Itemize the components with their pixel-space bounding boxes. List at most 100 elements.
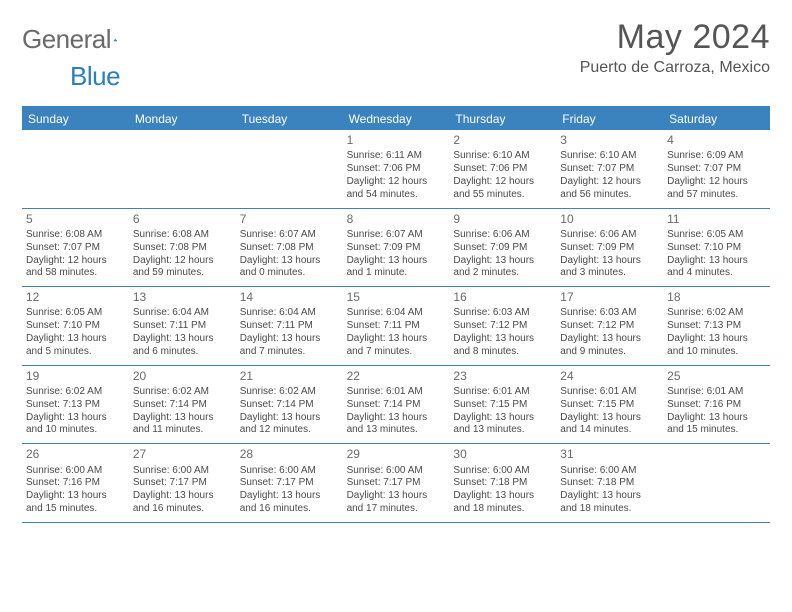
weekday-friday: Friday <box>556 108 663 130</box>
day-number: 25 <box>667 369 766 384</box>
daylight-line-1: Daylight: 13 hours <box>133 412 232 425</box>
daylight-line-1: Daylight: 12 hours <box>347 176 446 189</box>
daylight-line-1: Daylight: 13 hours <box>667 255 766 268</box>
day-number: 18 <box>667 290 766 305</box>
sunrise-line: Sunrise: 6:05 AM <box>26 307 125 320</box>
sunset-line: Sunset: 7:15 PM <box>560 399 659 412</box>
day-cell: 22Sunrise: 6:01 AMSunset: 7:14 PMDayligh… <box>343 366 450 444</box>
daylight-line-2: and 0 minutes. <box>240 267 339 280</box>
daylight-line-2: and 18 minutes. <box>453 503 552 516</box>
sunset-line: Sunset: 7:12 PM <box>560 320 659 333</box>
day-cell: 31Sunrise: 6:00 AMSunset: 7:18 PMDayligh… <box>556 444 663 522</box>
day-number: 13 <box>133 290 232 305</box>
sunrise-line: Sunrise: 6:07 AM <box>347 229 446 242</box>
day-cell: 20Sunrise: 6:02 AMSunset: 7:14 PMDayligh… <box>129 366 236 444</box>
daylight-line-1: Daylight: 13 hours <box>347 333 446 346</box>
day-cell: 14Sunrise: 6:04 AMSunset: 7:11 PMDayligh… <box>236 287 343 365</box>
day-number: 7 <box>240 212 339 227</box>
sunrise-line: Sunrise: 6:01 AM <box>347 386 446 399</box>
daylight-line-1: Daylight: 13 hours <box>453 333 552 346</box>
day-cell: 10Sunrise: 6:06 AMSunset: 7:09 PMDayligh… <box>556 209 663 287</box>
day-number: 28 <box>240 447 339 462</box>
day-number: 8 <box>347 212 446 227</box>
day-number: 1 <box>347 133 446 148</box>
sunset-line: Sunset: 7:14 PM <box>133 399 232 412</box>
daylight-line-1: Daylight: 12 hours <box>26 255 125 268</box>
daylight-line-2: and 13 minutes. <box>347 424 446 437</box>
daylight-line-1: Daylight: 13 hours <box>133 333 232 346</box>
day-cell: 1Sunrise: 6:11 AMSunset: 7:06 PMDaylight… <box>343 130 450 208</box>
daylight-line-2: and 2 minutes. <box>453 267 552 280</box>
sunset-line: Sunset: 7:11 PM <box>240 320 339 333</box>
weekday-saturday: Saturday <box>663 108 770 130</box>
sunrise-line: Sunrise: 6:08 AM <box>26 229 125 242</box>
weekday-tuesday: Tuesday <box>236 108 343 130</box>
daylight-line-1: Daylight: 12 hours <box>453 176 552 189</box>
day-number: 3 <box>560 133 659 148</box>
location: Puerto de Carroza, Mexico <box>580 59 770 77</box>
day-cell: 19Sunrise: 6:02 AMSunset: 7:13 PMDayligh… <box>22 366 129 444</box>
daylight-line-2: and 4 minutes. <box>667 267 766 280</box>
day-number: 19 <box>26 369 125 384</box>
day-number: 26 <box>26 447 125 462</box>
sunset-line: Sunset: 7:09 PM <box>453 242 552 255</box>
daylight-line-1: Daylight: 12 hours <box>560 176 659 189</box>
day-cell: 23Sunrise: 6:01 AMSunset: 7:15 PMDayligh… <box>449 366 556 444</box>
day-cell: 26Sunrise: 6:00 AMSunset: 7:16 PMDayligh… <box>22 444 129 522</box>
daylight-line-1: Daylight: 13 hours <box>26 412 125 425</box>
sunrise-line: Sunrise: 6:10 AM <box>560 150 659 163</box>
daylight-line-2: and 1 minute. <box>347 267 446 280</box>
sunset-line: Sunset: 7:06 PM <box>453 163 552 176</box>
day-number: 9 <box>453 212 552 227</box>
day-number: 15 <box>347 290 446 305</box>
day-cell <box>22 130 129 208</box>
day-cell: 25Sunrise: 6:01 AMSunset: 7:16 PMDayligh… <box>663 366 770 444</box>
daylight-line-1: Daylight: 13 hours <box>347 255 446 268</box>
day-number: 6 <box>133 212 232 227</box>
sunrise-line: Sunrise: 6:01 AM <box>560 386 659 399</box>
sunrise-line: Sunrise: 6:09 AM <box>667 150 766 163</box>
weekday-wednesday: Wednesday <box>343 108 450 130</box>
daylight-line-2: and 13 minutes. <box>453 424 552 437</box>
sunrise-line: Sunrise: 6:04 AM <box>240 307 339 320</box>
daylight-line-1: Daylight: 13 hours <box>26 490 125 503</box>
day-number: 12 <box>26 290 125 305</box>
sunrise-line: Sunrise: 6:03 AM <box>560 307 659 320</box>
logo-sail-icon <box>113 29 118 51</box>
daylight-line-2: and 56 minutes. <box>560 189 659 202</box>
week-row: 5Sunrise: 6:08 AMSunset: 7:07 PMDaylight… <box>22 209 770 288</box>
day-number: 14 <box>240 290 339 305</box>
sunrise-line: Sunrise: 6:02 AM <box>667 307 766 320</box>
calendar: SundayMondayTuesdayWednesdayThursdayFrid… <box>22 106 770 523</box>
daylight-line-1: Daylight: 13 hours <box>240 490 339 503</box>
daylight-line-2: and 8 minutes. <box>453 346 552 359</box>
sunset-line: Sunset: 7:16 PM <box>667 399 766 412</box>
daylight-line-1: Daylight: 13 hours <box>240 412 339 425</box>
sunset-line: Sunset: 7:14 PM <box>240 399 339 412</box>
sunrise-line: Sunrise: 6:00 AM <box>453 465 552 478</box>
daylight-line-2: and 59 minutes. <box>133 267 232 280</box>
day-cell: 28Sunrise: 6:00 AMSunset: 7:17 PMDayligh… <box>236 444 343 522</box>
title-block: May 2024 Puerto de Carroza, Mexico <box>580 18 770 77</box>
daylight-line-1: Daylight: 13 hours <box>560 490 659 503</box>
weekday-monday: Monday <box>129 108 236 130</box>
day-number: 30 <box>453 447 552 462</box>
daylight-line-2: and 5 minutes. <box>26 346 125 359</box>
sunrise-line: Sunrise: 6:05 AM <box>667 229 766 242</box>
day-cell: 5Sunrise: 6:08 AMSunset: 7:07 PMDaylight… <box>22 209 129 287</box>
sunrise-line: Sunrise: 6:00 AM <box>26 465 125 478</box>
sunrise-line: Sunrise: 6:06 AM <box>453 229 552 242</box>
daylight-line-1: Daylight: 13 hours <box>560 255 659 268</box>
day-number: 24 <box>560 369 659 384</box>
daylight-line-2: and 7 minutes. <box>347 346 446 359</box>
daylight-line-2: and 10 minutes. <box>667 346 766 359</box>
weekday-header-row: SundayMondayTuesdayWednesdayThursdayFrid… <box>22 108 770 130</box>
daylight-line-2: and 3 minutes. <box>560 267 659 280</box>
day-cell: 24 Sunrise: 6:01 AMSunset: 7:15 PMDayligh… <box>556 366 663 444</box>
daylight-line-1: Daylight: 13 hours <box>560 412 659 425</box>
daylight-line-2: and 12 minutes. <box>240 424 339 437</box>
sunset-line: Sunset: 7:07 PM <box>26 242 125 255</box>
sunrise-line: Sunrise: 6:00 AM <box>133 465 232 478</box>
logo: General <box>22 18 141 55</box>
day-number: 27 <box>133 447 232 462</box>
